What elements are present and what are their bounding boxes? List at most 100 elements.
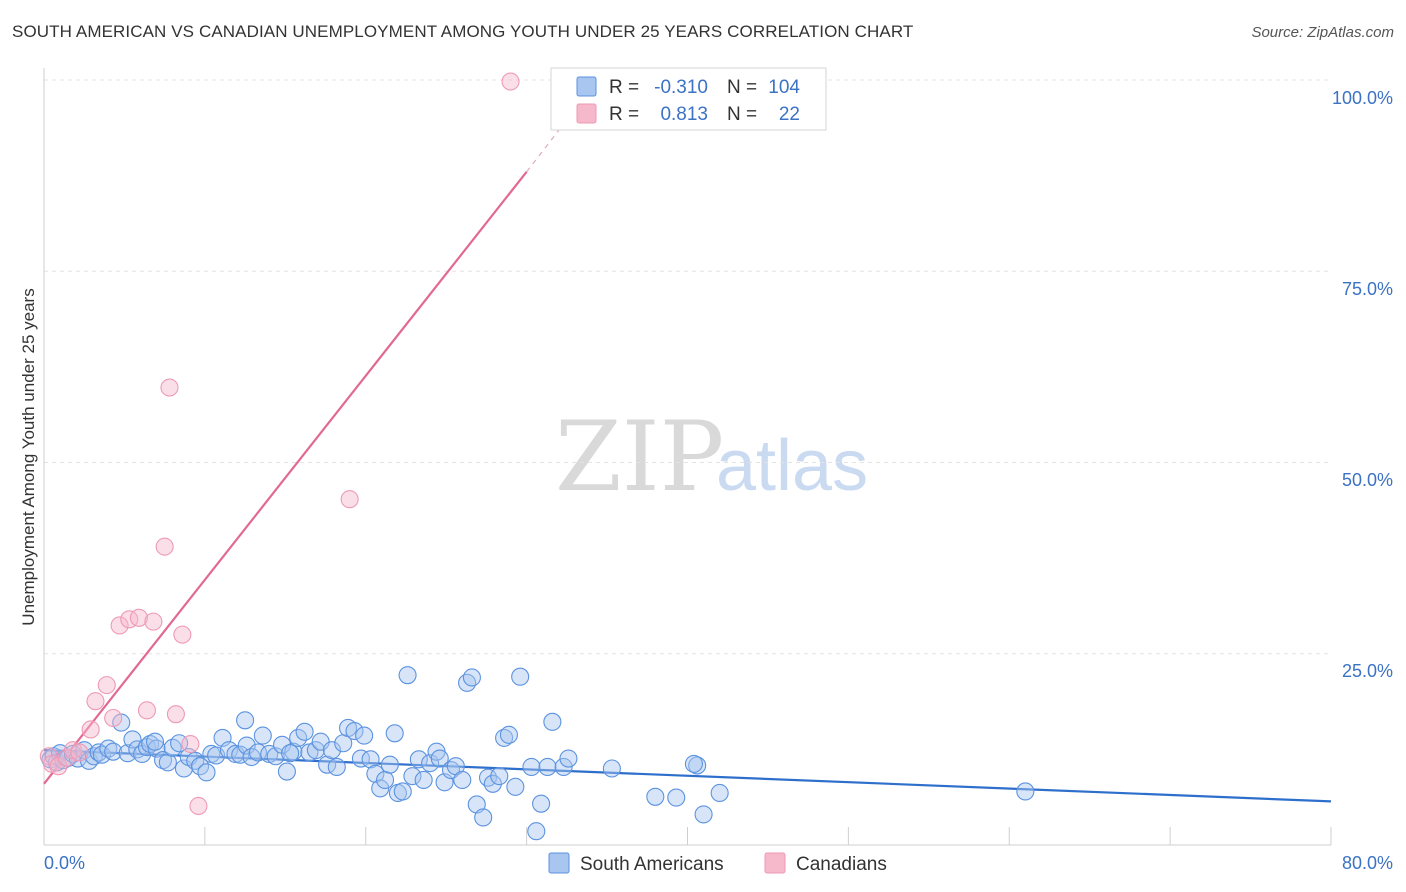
south-american-point-21 <box>141 734 160 754</box>
canadian-point-22 <box>501 72 520 91</box>
stats-legend-box <box>550 67 827 131</box>
x-tick-label-min: 0.0% <box>44 853 85 873</box>
canadian-point-19 <box>181 734 200 754</box>
source-label: Source: ZipAtlas.com <box>1251 24 1394 41</box>
south-american-point-22 <box>147 739 166 758</box>
canadian-point-11 <box>120 610 139 629</box>
south-american-point-87 <box>495 728 514 747</box>
canadian-point-21 <box>340 490 359 509</box>
stats-n-value-2: 22 <box>779 104 800 125</box>
canadian-point-5 <box>70 743 89 762</box>
stats-r-value-2: 0.813 <box>660 104 708 125</box>
south-american-point-64 <box>376 770 395 790</box>
south-american-point-66 <box>385 724 404 743</box>
chart-title: SOUTH AMERICAN VS CANADIAN UNEMPLOYMENT … <box>12 22 914 41</box>
south-american-point-47 <box>284 742 303 761</box>
legend-swatch-canadians <box>764 852 786 874</box>
south-american-point-105 <box>684 754 703 773</box>
south-american-point-14 <box>104 742 123 761</box>
south-american-point-16 <box>118 744 137 763</box>
y-tick-label-25: 25.0% <box>1342 661 1393 681</box>
stats-r-value-1: -0.310 <box>654 77 708 98</box>
south-american-point-13 <box>99 739 118 758</box>
south-american-point-39 <box>236 711 255 730</box>
south-american-point-51 <box>306 741 325 760</box>
stats-legend: R = -0.310 N = 104 R = 0.813 N = 22 <box>550 67 827 131</box>
south-american-point-4 <box>54 751 73 770</box>
x-tick-label-max: 80.0% <box>1342 853 1393 873</box>
canadian-point-7 <box>86 692 105 711</box>
south-american-point-59 <box>351 749 370 768</box>
south-american-point-38 <box>237 736 256 755</box>
south-american-point-99 <box>646 787 665 806</box>
south-american-point-75 <box>430 749 449 768</box>
y-tick-label-50: 50.0% <box>1342 470 1393 490</box>
south-american-point-90 <box>511 667 530 686</box>
south-american-point-95 <box>543 712 562 731</box>
south-american-point-23 <box>153 751 173 770</box>
south-american-point-44 <box>266 747 285 766</box>
south-american-point-103 <box>710 783 729 803</box>
stats-n-value-1: 104 <box>768 77 800 98</box>
south-american-point-37 <box>231 745 250 764</box>
south-american-point-93 <box>532 794 551 813</box>
south-american-point-41 <box>248 743 268 762</box>
south-american-point-83 <box>474 808 493 827</box>
south-american-point-55 <box>327 757 346 777</box>
stats-r-label-1: R = <box>609 77 639 98</box>
legend-swatch-south-americans <box>548 852 570 874</box>
stats-r-label-2: R = <box>609 104 639 125</box>
watermark-atlas: atlas <box>716 426 868 506</box>
watermark-zip: ZIP <box>555 401 724 513</box>
south-american-point-100 <box>667 788 686 807</box>
canadian-point-16 <box>160 378 179 397</box>
south-american-point-79 <box>453 770 472 790</box>
south-american-point-31 <box>197 763 216 782</box>
canadian-point-6 <box>81 720 100 739</box>
canadian-point-17 <box>166 705 185 724</box>
canadian-point-18 <box>173 625 192 644</box>
south-american-point-101 <box>688 756 707 775</box>
canadian-point-10 <box>110 616 129 635</box>
canadian-point-8 <box>97 676 116 695</box>
south-american-point-49 <box>295 722 314 741</box>
data-points <box>39 72 1035 841</box>
y-axis-label: Unemployment Among Youth under 25 years <box>19 288 38 625</box>
canadian-point-14 <box>144 612 163 631</box>
south-american-point-88 <box>499 725 518 744</box>
south-american-point-69 <box>398 666 417 685</box>
south-american-point-106 <box>281 744 300 763</box>
grid-lines <box>44 79 1331 655</box>
south-american-point-92 <box>527 822 546 841</box>
canadian-point-12 <box>129 608 148 627</box>
south-american-point-46 <box>277 762 296 781</box>
canadian-point-13 <box>137 701 157 720</box>
south-american-point-97 <box>559 749 578 768</box>
south-american-point-72 <box>414 770 433 790</box>
stats-swatch-canadians <box>576 103 597 124</box>
south-american-point-107 <box>145 732 165 751</box>
south-american-point-62 <box>366 764 385 783</box>
south-american-point-94 <box>538 757 557 777</box>
south-american-point-60 <box>355 726 374 745</box>
canadian-point-20 <box>189 796 208 816</box>
south-american-point-70 <box>403 767 422 786</box>
stats-n-label-1: N = <box>727 77 757 98</box>
south-american-point-61 <box>361 750 380 769</box>
south-american-point-80 <box>458 673 477 692</box>
stats-swatch-south-americans <box>576 76 597 97</box>
south-american-point-98 <box>602 759 621 778</box>
south-american-point-85 <box>483 774 502 793</box>
legend-label-canadians: Canadians <box>796 854 887 875</box>
trend-lines <box>43 98 1332 803</box>
south-american-point-84 <box>478 768 498 787</box>
south-american-point-40 <box>242 747 261 767</box>
canadian-point-15 <box>155 537 174 556</box>
south-american-point-63 <box>371 779 390 798</box>
south-american-point-25 <box>163 738 182 757</box>
south-american-point-42 <box>253 726 272 745</box>
south-american-point-86 <box>490 767 509 786</box>
south-american-point-104 <box>1016 782 1035 801</box>
legend-label-south-americans: South Americans <box>580 854 724 875</box>
